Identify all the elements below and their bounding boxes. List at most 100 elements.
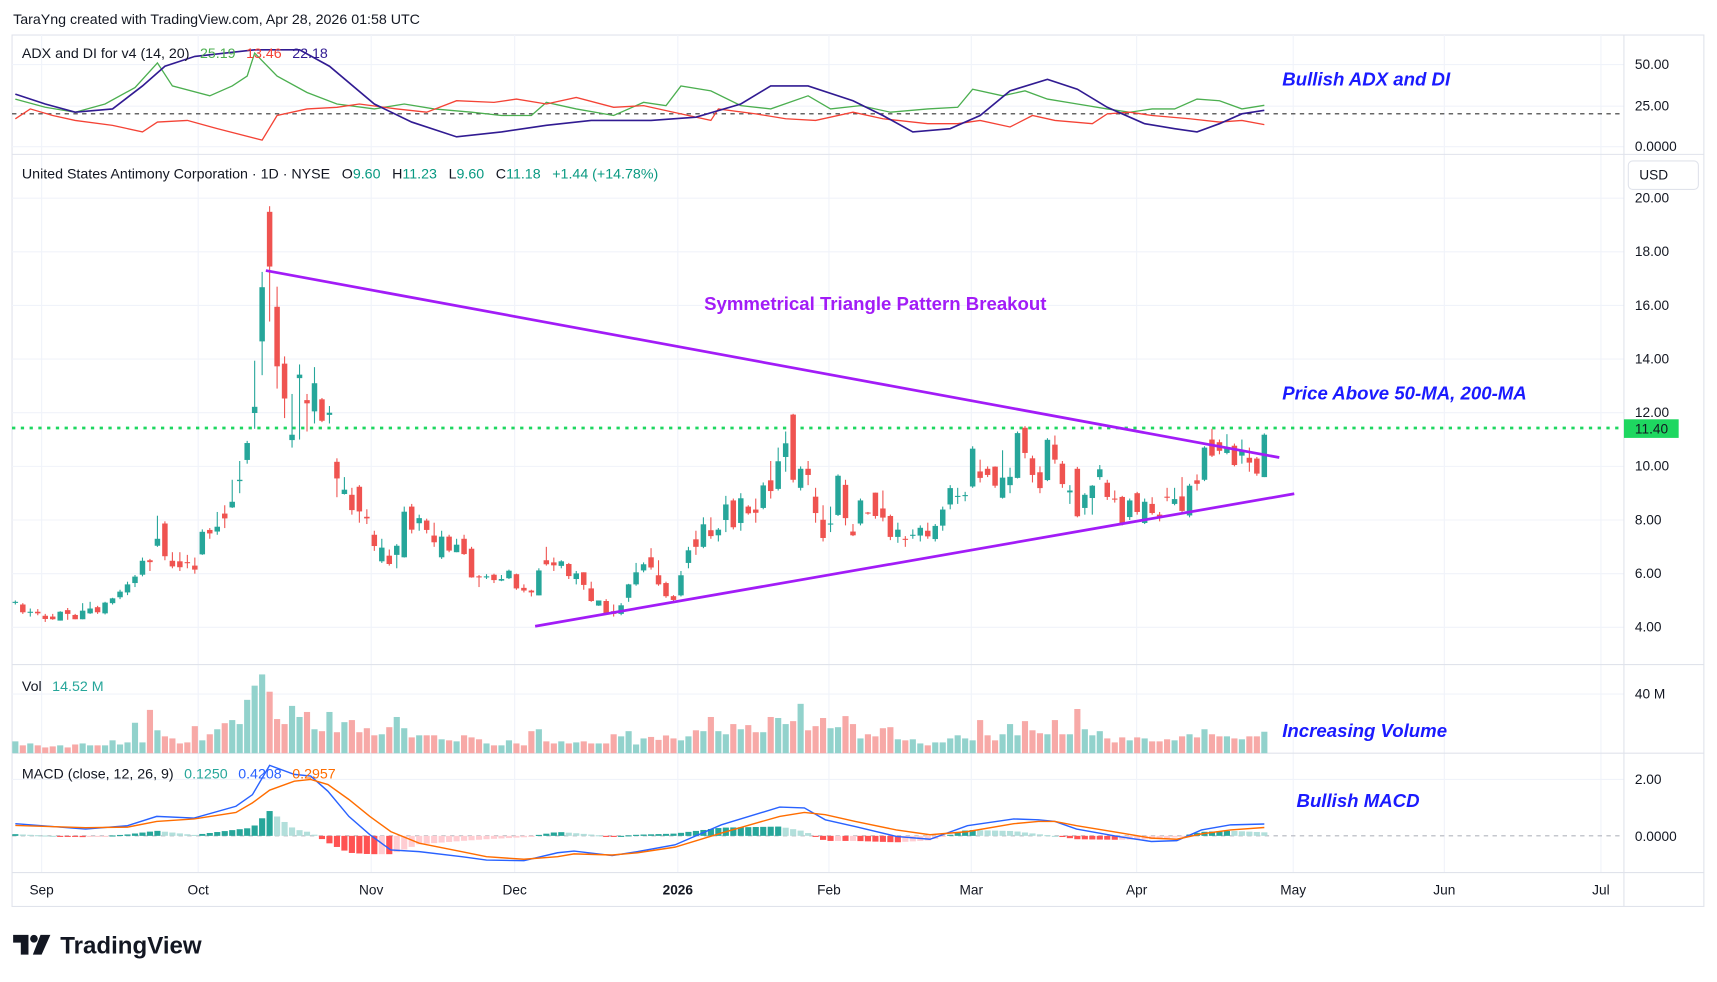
adx-legend-title: ADX and DI for v4 (14, 20) [22, 46, 190, 62]
macd-legend[interactable]: MACD (close, 12, 26, 9) 0.1250 0.4208 0.… [22, 766, 336, 782]
time-axis[interactable]: Sep Oct Nov Dec 2026 Feb Mar Apr May Jun Jul [29, 882, 1609, 897]
candle [925, 522, 931, 539]
macd-histogram-bar [842, 835, 849, 841]
macd-histogram-bar [760, 826, 767, 836]
candle [775, 447, 781, 491]
volume-bar [333, 732, 340, 754]
candle [304, 393, 310, 432]
annotation-bullish-adx[interactable]: Bullish ADX and DI [1282, 68, 1451, 89]
currency-button[interactable] [1627, 160, 1699, 190]
annotation-volume[interactable]: Increasing Volume [1282, 720, 1447, 741]
macd-histogram-bar [752, 827, 759, 836]
time-axis-label: Mar [960, 882, 984, 897]
volume-bar [625, 731, 632, 754]
candle-body [1044, 439, 1051, 481]
candle-body [910, 534, 916, 536]
volume-bar [797, 703, 804, 754]
candle [1074, 466, 1081, 518]
candle-body [132, 576, 138, 584]
macd-histogram-bar [393, 835, 400, 853]
candle-body [595, 600, 602, 606]
time-axis-label: Nov [359, 882, 383, 897]
volume-bar [378, 734, 385, 754]
volume-series [12, 674, 1268, 754]
volume-legend[interactable]: Vol 14.52 M [22, 679, 104, 695]
symbol-legend[interactable]: United States Antimony Corporation · 1D … [22, 166, 658, 182]
macd-histogram-bar [348, 835, 355, 853]
annotation-triangle[interactable]: Symmetrical Triangle Pattern Breakout [704, 293, 1046, 314]
volume-pane[interactable]: Vol 14.52 M 40 M Increasing Volume [12, 674, 1665, 754]
volume-bar [603, 743, 610, 754]
candle-body [169, 560, 176, 567]
candle-body [1089, 485, 1096, 499]
candle-body [805, 468, 811, 475]
candle-body [1074, 468, 1081, 517]
volume-bar [1178, 736, 1186, 754]
macd-histogram-bar [244, 828, 251, 836]
candle [64, 607, 71, 620]
candle [423, 518, 430, 534]
volume-bar [468, 737, 475, 754]
candle [289, 393, 295, 448]
candle [334, 458, 340, 498]
macd-histogram-value: 0.1250 [184, 766, 228, 782]
candle-body [536, 570, 542, 596]
volume-bar [371, 735, 378, 754]
candle [49, 613, 56, 620]
volume-bar [236, 724, 243, 754]
volume-bar [199, 740, 206, 754]
volume-bar [1074, 709, 1081, 754]
macd-histogram-bar [879, 835, 886, 842]
adx-legend[interactable]: ADX and DI for v4 (14, 20) 25.19 13.46 2… [22, 46, 328, 62]
price-axis[interactable]: 20.00 18.00 16.00 14.00 12.00 10.00 8.00 6.00 4.… [1635, 191, 1670, 635]
candle-body [12, 601, 19, 603]
macd-histogram-bar [161, 831, 168, 836]
candle [341, 477, 348, 495]
adx-pane[interactable]: ADX and DI for v4 (14, 20) 25.19 13.46 2… [12, 46, 1677, 154]
macd-histogram-bar [737, 827, 744, 836]
candle-body [72, 614, 78, 620]
macd-pane[interactable]: MACD (close, 12, 26, 9) 0.1250 0.4208 0.… [12, 764, 1677, 862]
macd-histogram-bar [827, 835, 834, 841]
candle-body [124, 584, 131, 593]
candle-body [760, 485, 766, 508]
low-label: L [449, 166, 457, 182]
candle [962, 491, 968, 502]
volume-bar [1134, 737, 1141, 754]
candle-body [453, 544, 460, 553]
macd-histogram-bar [610, 835, 617, 837]
candle-body [379, 547, 385, 562]
volume-bar [857, 738, 864, 754]
annotation-price-ma[interactable]: Price Above 50-MA, 200-MA [1282, 383, 1526, 404]
volume-bar [79, 743, 86, 754]
candle [1029, 455, 1036, 483]
volume-bar [879, 728, 886, 754]
candle [20, 603, 26, 614]
volume-bar [887, 727, 894, 754]
candle [745, 505, 752, 515]
macd-histogram-bar [618, 835, 625, 837]
volume-bar [633, 744, 640, 754]
candle [1037, 466, 1043, 494]
candle [401, 506, 407, 558]
close-label: C [496, 166, 506, 182]
volume-bar [1089, 735, 1096, 754]
candle-body [1014, 433, 1021, 478]
candle-body [236, 479, 243, 482]
annotation-macd[interactable]: Bullish MACD [1297, 790, 1420, 811]
candle-body [663, 583, 669, 597]
candle-body [64, 610, 71, 614]
candle [79, 603, 86, 620]
candle-body [543, 560, 550, 565]
currency-button-label[interactable]: USD [1639, 168, 1668, 183]
macd-histogram-bar [154, 830, 161, 836]
tradingview-logo[interactable]: TradingView [13, 933, 202, 960]
candle [693, 530, 699, 555]
volume-bar [535, 729, 542, 754]
macd-histogram-bar [214, 832, 221, 836]
price-pane[interactable]: 20.00 18.00 16.00 14.00 12.00 10.00 8.00 6.00 4.… [12, 160, 1699, 635]
time-axis-label: Oct [188, 882, 209, 897]
time-axis-label: Apr [1126, 882, 1148, 897]
candle [266, 206, 273, 322]
